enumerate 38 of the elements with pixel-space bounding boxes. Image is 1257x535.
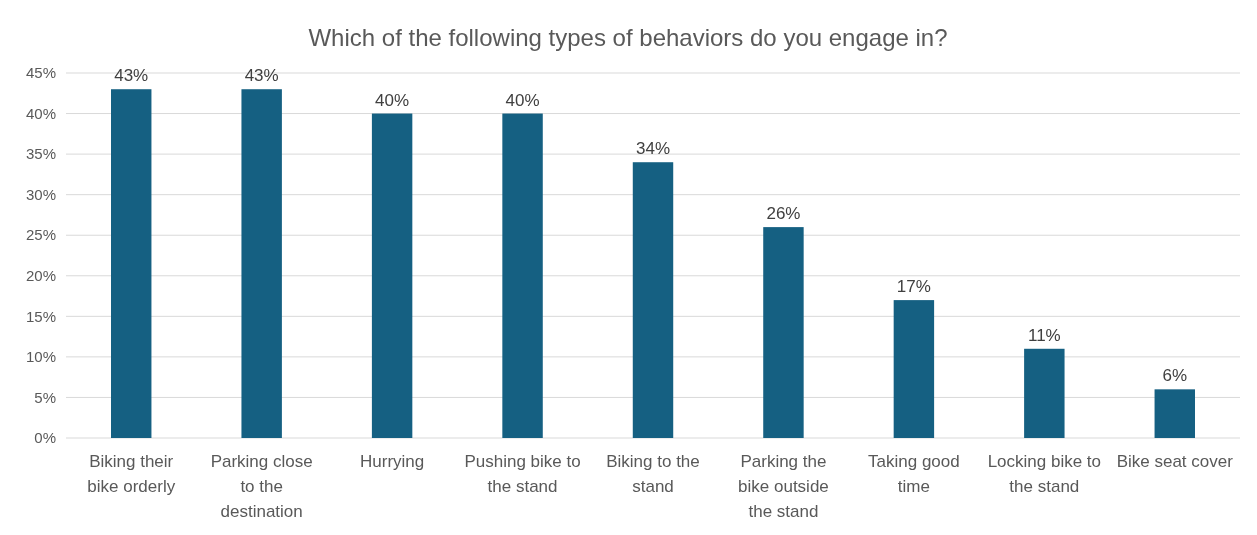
y-tick-label: 35%	[25, 145, 56, 163]
data-label: 43%	[114, 66, 149, 86]
y-tick-label: 40%	[25, 104, 56, 122]
y-tick-label: 30%	[25, 185, 56, 203]
data-label: 11%	[1027, 325, 1061, 345]
data-label: 6%	[1162, 366, 1188, 386]
chart-title: Which of the following types of behaviors do you engage in?	[308, 24, 948, 51]
data-label: 26%	[766, 204, 801, 224]
y-tick-label: 45%	[25, 64, 56, 82]
x-tick-label: Locking bike to the stand	[987, 452, 1102, 496]
bar	[1024, 348, 1065, 438]
data-label: 17%	[896, 277, 931, 297]
x-tick-label: Taking good time	[868, 452, 960, 496]
x-tick-label: Bike seat cover	[1116, 452, 1234, 471]
y-tick-label: 10%	[25, 348, 56, 366]
data-label: 40%	[375, 90, 410, 110]
bar	[763, 227, 804, 438]
data-label: 43%	[244, 66, 279, 86]
bar	[632, 162, 674, 438]
data-label: 40%	[505, 90, 540, 110]
x-tick-label: Biking to the stand	[606, 452, 700, 496]
x-tick-label: Parking close to the destination	[210, 452, 313, 521]
y-tick-label: 0%	[34, 429, 56, 447]
x-tick-label: Hurrying	[359, 452, 425, 471]
bar	[502, 113, 543, 438]
bar	[371, 113, 413, 438]
data-label: 34%	[635, 139, 671, 159]
bar	[241, 89, 282, 438]
bar	[1154, 389, 1195, 438]
y-tick-label: 15%	[25, 307, 56, 325]
x-tick-label: Pushing bike to the stand	[464, 452, 581, 496]
y-tick-label: 20%	[25, 267, 56, 285]
bar	[893, 300, 935, 438]
x-tick-label: Parking the bike outside the stand	[738, 452, 829, 521]
x-tick-label: Biking their bike orderly	[87, 452, 176, 496]
y-tick-label: 5%	[34, 388, 56, 406]
y-tick-label: 25%	[25, 226, 56, 244]
bar	[111, 89, 152, 438]
